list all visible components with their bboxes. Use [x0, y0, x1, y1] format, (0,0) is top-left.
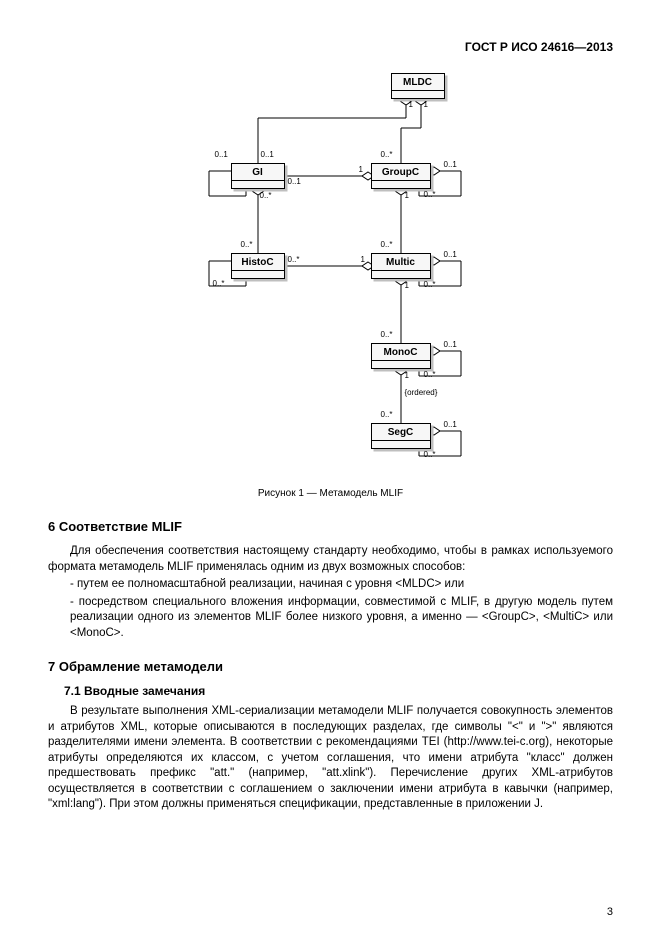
uml-class-histoc: HistoC — [231, 253, 285, 279]
uml-class-gi: GI — [231, 163, 285, 189]
uml-class-title: GI — [232, 166, 284, 181]
diagram-connectors — [161, 68, 501, 478]
mult-label: 0..* — [424, 190, 436, 199]
uml-diagram: MLDC GI GroupC HistoC Multic MonoC SegC 1 0..1… — [161, 68, 501, 478]
mult-label: 1 — [359, 165, 363, 174]
section-7-heading: 7 Обрамление метамодели — [48, 659, 613, 674]
mult-label: 0..* — [424, 370, 436, 379]
uml-class-title: Multic — [372, 256, 430, 271]
uml-class-segc: SegC — [371, 423, 431, 449]
mult-label: 1 — [405, 191, 409, 200]
mult-label: 1 — [409, 100, 413, 109]
section-6-heading: 6 Соответствие MLIF — [48, 519, 613, 534]
uml-class-multic: Multic — [371, 253, 431, 279]
page-number: 3 — [607, 906, 613, 918]
mult-label: 0..* — [260, 191, 272, 200]
mult-label: 0..1 — [288, 177, 301, 186]
mult-label: 0..* — [381, 410, 393, 419]
uml-class-monoc: MonoC — [371, 343, 431, 369]
mult-label: 0..1 — [215, 150, 228, 159]
mult-label: 0..* — [381, 150, 393, 159]
mult-label: 0..1 — [261, 150, 274, 159]
mult-label: 0..* — [381, 240, 393, 249]
mult-label: 0..1 — [444, 340, 457, 349]
mult-label: 0..1 — [444, 160, 457, 169]
mult-label: 1 — [405, 371, 409, 380]
uml-class-title: MLDC — [392, 76, 444, 91]
mult-label: 0..* — [424, 280, 436, 289]
mult-label: 0..* — [381, 330, 393, 339]
ordered-label: {ordered} — [405, 388, 438, 397]
uml-class-groupc: GroupC — [371, 163, 431, 189]
mult-label: 0..1 — [444, 250, 457, 259]
section-7-1-heading: 7.1 Вводные замечания — [64, 684, 613, 698]
mult-label: 0..1 — [444, 420, 457, 429]
mult-label: 0..* — [213, 279, 225, 288]
section-6-b2: - посредством специального вложения инфо… — [70, 595, 613, 642]
uml-class-title: MonoC — [372, 346, 430, 361]
uml-class-title: HistoC — [232, 256, 284, 271]
section-6-p1: Для обеспечения соответствия настоящему … — [48, 544, 613, 575]
uml-class-mldc: MLDC — [391, 73, 445, 99]
uml-class-title: GroupC — [372, 166, 430, 181]
mult-label: 0..* — [424, 450, 436, 459]
page: ГОСТ Р ИСО 24616—2013 — [0, 0, 661, 936]
mult-label: 1 — [405, 281, 409, 290]
uml-class-title: SegC — [372, 426, 430, 441]
mult-label: 0..* — [241, 240, 253, 249]
section-6-b1: - путем ее полномасштабной реализации, н… — [70, 577, 613, 593]
standard-header: ГОСТ Р ИСО 24616—2013 — [48, 40, 613, 54]
section-7-1-p1: В результате выполнения XML-сериализации… — [48, 704, 613, 813]
mult-label: 0..* — [288, 255, 300, 264]
mult-label: 1 — [424, 100, 428, 109]
mult-label: 1 — [361, 255, 365, 264]
figure-caption: Рисунок 1 — Метамодель MLIF — [48, 488, 613, 499]
